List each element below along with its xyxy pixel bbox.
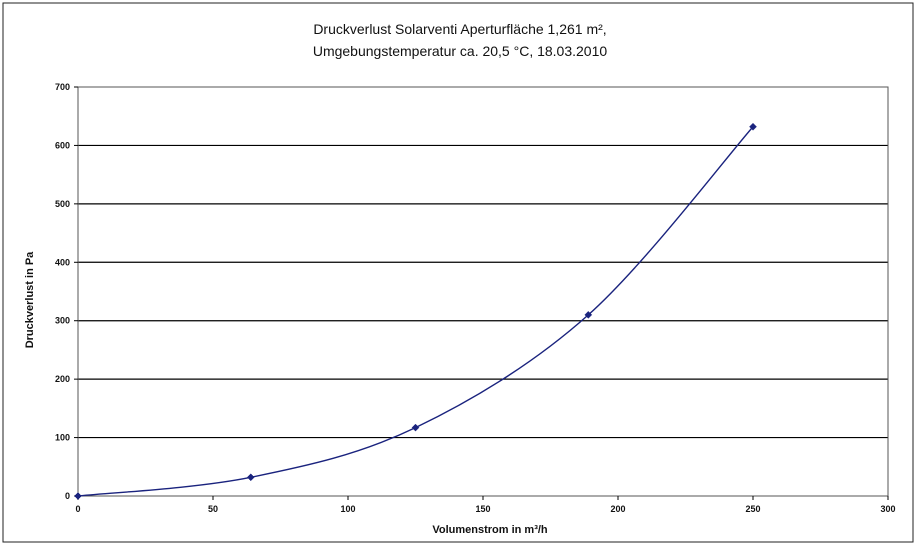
y-tick-label: 0: [65, 491, 70, 501]
chart-frame: [2, 2, 914, 543]
y-tick-label: 300: [55, 316, 70, 326]
data-point-marker: [411, 423, 420, 432]
x-tick-label: 150: [475, 504, 490, 514]
y-axis-ticks: 0 100 200 300 400 500 600 700: [55, 82, 78, 501]
x-tick-label: 100: [340, 504, 355, 514]
x-tick-label: 200: [610, 504, 625, 514]
y-tick-label: 200: [55, 374, 70, 384]
y-tick-label: 700: [55, 82, 70, 92]
series-layer: [74, 122, 757, 500]
y-axis-label: Druckverlust in Pa: [24, 251, 36, 348]
x-tick-label: 300: [880, 504, 895, 514]
x-axis-label: Volumenstrom in m³/h: [432, 524, 548, 536]
data-point-marker: [74, 492, 82, 500]
y-tick-label: 600: [55, 140, 70, 150]
y-tick-label: 400: [55, 257, 70, 267]
x-axis-ticks: 0 50 100 150 200 250 300: [75, 496, 896, 514]
y-tick-label: 100: [55, 433, 70, 443]
data-point-marker: [246, 473, 255, 482]
series-line: [77, 126, 754, 497]
x-tick-label: 250: [745, 504, 760, 514]
grid-lines: [78, 144, 888, 439]
data-point-marker: [584, 311, 593, 319]
data-point-marker: [749, 122, 757, 131]
chart-title-line-1: Druckverlust Solarventi Aperturfläche 1,…: [313, 21, 606, 37]
y-tick-label: 500: [55, 199, 70, 209]
x-tick-label: 50: [208, 504, 218, 514]
chart-title-line-2: Umgebungstemperatur ca. 20,5 °C, 18.03.2…: [313, 43, 608, 59]
x-tick-label: 0: [75, 504, 80, 514]
